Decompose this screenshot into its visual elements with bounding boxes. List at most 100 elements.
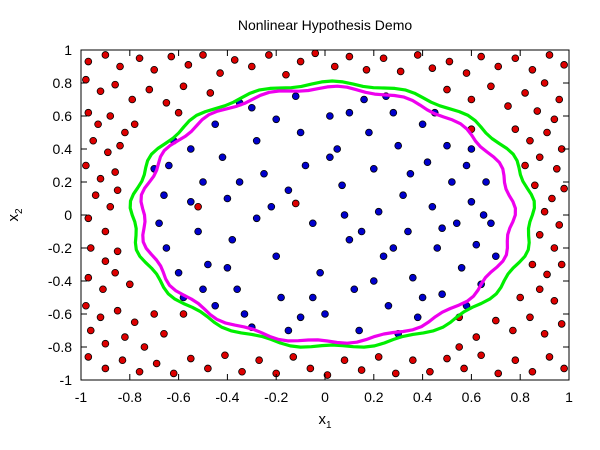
blue-point <box>443 141 451 150</box>
blue-point <box>360 95 368 104</box>
blue-point <box>267 202 276 211</box>
blue-point <box>199 178 207 186</box>
y-tick-label: -0.2 <box>48 240 72 256</box>
x-tick-label: -1 <box>75 389 88 405</box>
red-point <box>96 87 105 96</box>
blue-point <box>418 293 427 302</box>
red-point <box>255 356 263 365</box>
red-point <box>184 61 193 69</box>
points-layer <box>82 50 568 379</box>
red-point <box>82 301 90 310</box>
x-tick-label: -0.4 <box>215 389 239 405</box>
red-point <box>91 191 100 200</box>
blue-point <box>452 219 461 228</box>
red-point <box>106 202 115 211</box>
blue-point <box>308 293 317 302</box>
red-point <box>391 369 400 378</box>
x-tick-label: 1 <box>565 389 573 405</box>
red-point <box>409 356 417 365</box>
y-tick-label: 1 <box>64 42 72 58</box>
red-point <box>116 62 124 71</box>
red-point <box>86 326 95 335</box>
blue-point <box>160 191 168 200</box>
red-point <box>113 247 122 256</box>
blue-point <box>467 198 476 206</box>
x-tick-label: -0.2 <box>264 389 288 405</box>
red-point <box>509 326 517 335</box>
red-point <box>199 51 207 59</box>
blue-point <box>291 92 300 100</box>
y-tick-label: 0 <box>64 207 72 223</box>
red-point <box>84 353 93 361</box>
red-point <box>362 66 371 74</box>
red-point <box>528 66 537 74</box>
red-point <box>540 207 549 216</box>
blue-point <box>321 310 329 318</box>
y-axis-label: x2 <box>5 208 25 222</box>
red-point <box>472 333 481 341</box>
blue-point <box>272 115 281 124</box>
red-point <box>533 107 542 115</box>
red-point <box>130 318 139 327</box>
blue-point <box>316 268 324 277</box>
red-point <box>135 54 144 63</box>
red-point <box>494 62 503 71</box>
red-point <box>116 141 124 150</box>
blue-point <box>326 153 334 162</box>
blue-point <box>233 285 241 294</box>
y-axis: -1 -0.8 -0.6 -0.4 -0.2 0 0.2 0.4 0.6 0.8 1 <box>48 42 569 388</box>
y-tick-label: 0.8 <box>53 75 73 91</box>
red-point <box>413 51 422 59</box>
red-point <box>467 95 476 104</box>
red-point <box>113 306 122 315</box>
green-boundary-curve <box>128 79 536 349</box>
red-point <box>511 54 520 63</box>
blue-point <box>301 161 310 170</box>
red-point <box>535 285 544 294</box>
red-point <box>289 353 298 361</box>
red-point <box>540 79 549 87</box>
red-point <box>396 67 405 76</box>
blue-point <box>248 103 256 112</box>
red-point <box>204 364 212 373</box>
red-point <box>535 153 544 162</box>
red-point <box>121 128 129 137</box>
blue-point <box>308 219 317 228</box>
red-point <box>230 56 239 64</box>
red-point <box>528 260 537 269</box>
blue-point <box>448 178 456 186</box>
red-point <box>528 367 537 376</box>
blue-point <box>162 244 171 252</box>
x-tick-label: -0.6 <box>167 389 191 405</box>
red-point <box>296 57 305 66</box>
red-point <box>545 353 554 361</box>
blue-point <box>462 161 471 170</box>
red-point <box>118 356 127 365</box>
blue-point <box>472 240 481 249</box>
red-point <box>550 244 559 252</box>
blue-point <box>228 235 237 244</box>
chart-title: Nonlinear Hypothesis Demo <box>238 17 413 33</box>
red-point <box>84 108 93 117</box>
x-axis-label: x1 <box>318 411 332 431</box>
blue-point <box>284 326 293 335</box>
magenta-boundary-curve <box>139 84 517 345</box>
y-tick-label: 0.4 <box>53 141 73 157</box>
blue-point <box>223 194 232 203</box>
plot-area <box>82 50 568 379</box>
red-point <box>128 95 137 104</box>
blue-point <box>338 181 346 190</box>
blue-point <box>252 214 261 223</box>
blue-point <box>438 290 446 299</box>
red-point <box>221 351 229 360</box>
red-point <box>162 99 171 107</box>
red-point <box>374 353 383 361</box>
red-point <box>126 280 134 289</box>
blue-point <box>389 108 398 117</box>
red-point <box>560 364 568 373</box>
red-point <box>99 285 107 294</box>
red-point <box>511 356 520 365</box>
blue-point <box>433 244 442 252</box>
red-point <box>150 66 159 74</box>
